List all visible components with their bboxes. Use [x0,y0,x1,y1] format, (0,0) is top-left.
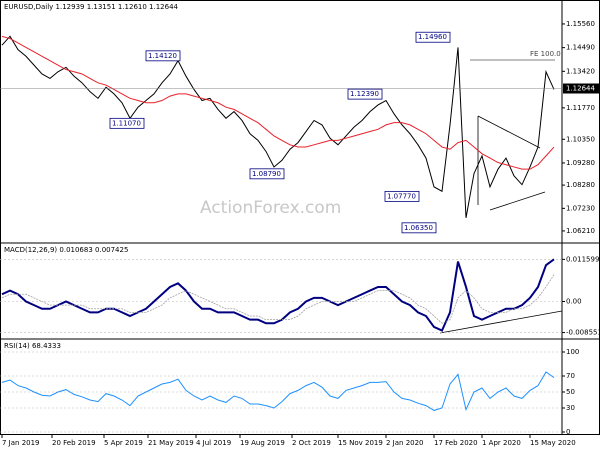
price-annotation-box [384,190,420,202]
price-annotation: 1.08790 [252,170,281,178]
x-tick-label: 15 Nov 2019 [338,439,383,447]
y-tick-label: 1.08280 [566,181,595,189]
current-price-label: 1.12644 [566,85,595,93]
rsi-title: RSI(14) 68.4333 [4,342,61,350]
y-tick-label: 30 [566,404,575,412]
current-price-box [563,83,599,94]
y-tick-label: 1.10350 [566,135,595,143]
y-tick-label: 1.15560 [566,20,595,28]
y-tick-label: 0.011599 [566,255,599,263]
x-tick-label: 2 Jan 2020 [386,439,424,447]
y-tick-label: 1.13420 [566,67,595,75]
price-annotation-box [249,168,285,180]
price-annotation: 1.11070 [112,119,141,127]
x-tick-label: 1 Apr 2020 [482,439,521,447]
x-tick-label: 2 Oct 2019 [292,439,331,447]
y-tick-label: 0.00 [566,297,582,305]
series-line [1,258,555,332]
y-tick-label: 1.14490 [566,44,595,52]
y-tick-label: 70 [566,372,575,380]
x-tick-label: 19 Aug 2019 [240,439,285,447]
y-tick-label: 0 [566,428,570,436]
trend-line [477,115,541,149]
series-line [1,371,555,412]
y-tick-label: -0.008551 [566,329,600,337]
price-annotation: 1.07770 [387,192,416,200]
x-tick-label: 15 May 2020 [530,439,576,447]
trend-line [439,310,563,334]
price-annotation-box [347,88,383,100]
y-tick-label: 1.11770 [566,104,595,112]
trend-line [489,191,546,211]
x-tick-label: 20 Feb 2019 [52,439,96,447]
y-tick-label: 1.06210 [566,227,595,235]
y-tick-label: 1.09280 [566,159,595,167]
x-tick-label: 21 May 2019 [148,439,194,447]
price-annotation: 1.06350 [404,224,433,232]
macd-title: MACD(12,26,9) 0.010683 0.007425 [4,246,128,254]
y-tick-label: 100 [566,348,579,356]
header: EURUSD,Daily 1.12939 1.13151 1.12610 1.1… [4,3,179,11]
price-annotation: 1.12390 [350,90,379,98]
fe-label: FE 100.0 [530,50,561,58]
y-tick-label: 1.07230 [566,204,595,212]
price-annotation-box [415,31,451,43]
y-tick-label: 50 [566,388,575,396]
price-annotation-box [145,50,181,62]
x-tick-label: 4 Jul 2019 [196,439,231,447]
series-line [1,35,555,218]
series-line [1,274,555,324]
price-annotation-box [401,222,437,234]
x-tick-label: 17 Feb 2020 [434,439,478,447]
watermark: ActionForex.com [200,198,341,218]
price-annotation-box [109,117,145,129]
price-annotation: 1.14960 [418,33,447,41]
price-annotation: 1.14120 [148,52,177,60]
x-tick-label: 5 Apr 2019 [104,439,143,447]
x-tick-label: 7 Jan 2019 [2,439,40,447]
series-line [1,35,555,170]
